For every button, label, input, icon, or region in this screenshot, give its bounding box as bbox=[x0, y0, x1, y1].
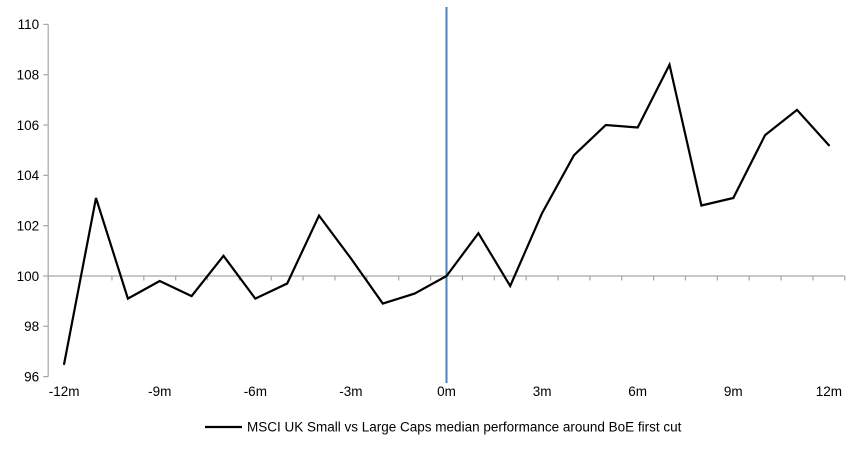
x-tick-label: 3m bbox=[533, 384, 552, 399]
x-tick-label: -6m bbox=[244, 384, 267, 399]
x-tick-label: 0m bbox=[437, 384, 456, 399]
legend: MSCI UK Small vs Large Caps median perfo… bbox=[205, 420, 682, 435]
x-tick-label: 9m bbox=[724, 384, 743, 399]
x-tick-label: 12m bbox=[816, 384, 842, 399]
performance-series-line bbox=[62, 61, 831, 366]
y-tick-label: 98 bbox=[24, 319, 39, 334]
y-tick-label: 108 bbox=[17, 68, 40, 83]
y-tick-label: 102 bbox=[17, 218, 40, 233]
y-tick-label: 106 bbox=[17, 118, 40, 133]
x-tick-label: 6m bbox=[628, 384, 647, 399]
x-tick-label: -12m bbox=[49, 384, 80, 399]
axis-labels: 96 98 100 102 104 106 108 110 -12m -9m -6m -3m 0m 3m 6… bbox=[17, 17, 842, 399]
x-tick-label: -3m bbox=[339, 384, 362, 399]
series-line bbox=[62, 61, 831, 366]
y-tick-label: 96 bbox=[24, 369, 39, 384]
x-tick-label: -9m bbox=[148, 384, 171, 399]
legend-label: MSCI UK Small vs Large Caps median perfo… bbox=[247, 420, 682, 435]
y-tick-label: 110 bbox=[18, 17, 40, 32]
y-tick-label: 100 bbox=[17, 269, 40, 284]
y-tick-label: 104 bbox=[17, 168, 40, 183]
